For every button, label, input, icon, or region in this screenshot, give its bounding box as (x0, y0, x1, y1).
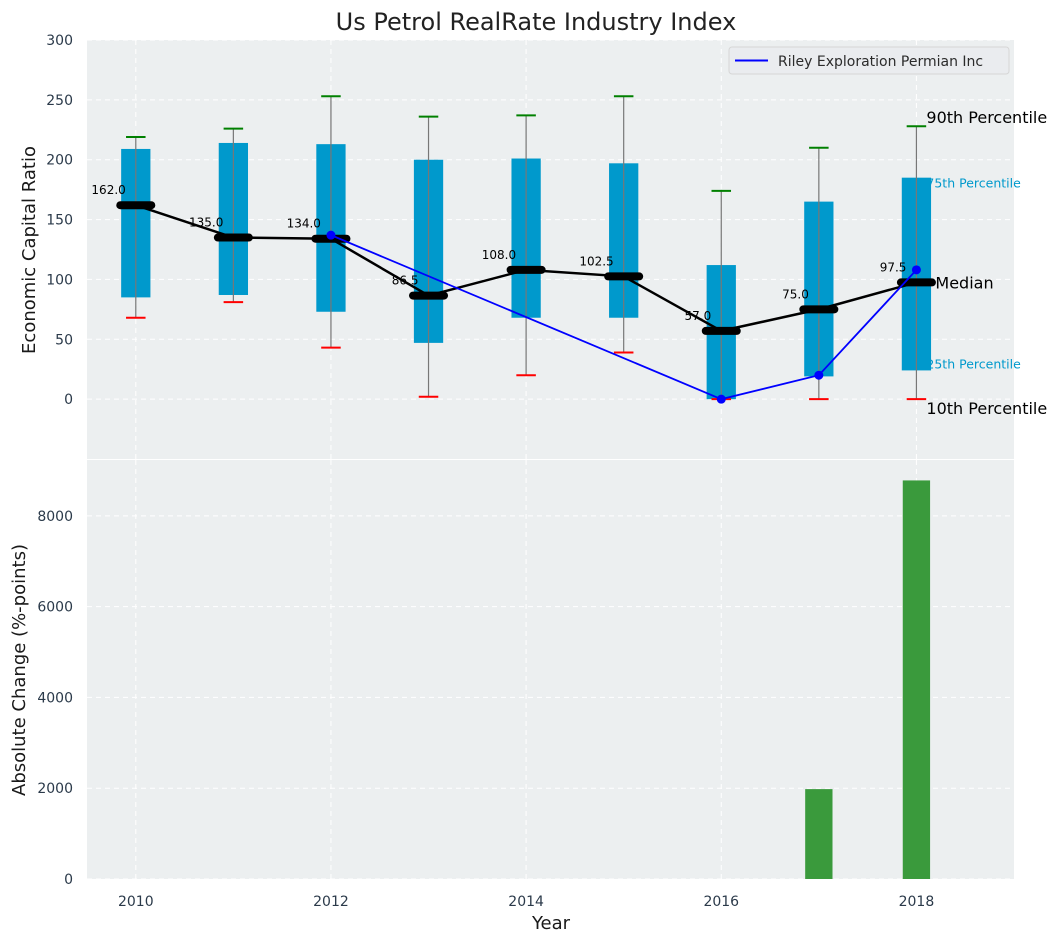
series-point (326, 230, 336, 240)
y-tick-label: 300 (46, 33, 73, 49)
annotation-label: Median (935, 273, 993, 292)
median-value-label: 162.0 (91, 183, 125, 197)
median-value-label: 108.0 (482, 248, 516, 262)
bar-2017 (805, 789, 833, 879)
legend: Riley Exploration Permian Inc (728, 46, 1010, 75)
top-y-axis-label: Economic Capital Ratio (19, 146, 40, 354)
x-tick-label: 2018 (899, 894, 935, 910)
y-tick-label: 150 (46, 213, 73, 229)
chart-title: Us Petrol RealRate Industry Index (336, 8, 737, 36)
series-line (330, 234, 918, 401)
plot-background (87, 460, 1014, 879)
series-point (814, 370, 824, 380)
x-tick-label: 2010 (118, 894, 154, 910)
y-tick-label: 250 (46, 93, 73, 109)
annotation-label: 25th Percentile (926, 356, 1021, 371)
bottom-axes: 0 2000 4000 6000 8000 2010 2012 2014 2016 2018 (37, 460, 1014, 910)
series-point (911, 265, 921, 275)
x-tick-label: 2012 (313, 894, 349, 910)
bottom-y-axis-label: Absolute Change (%-points) (9, 544, 30, 796)
median-value-label: 75.0 (782, 287, 809, 301)
median-value-label: 102.5 (579, 254, 613, 268)
legend-entry: Riley Exploration Permian Inc (778, 54, 983, 70)
series-point (716, 394, 726, 404)
top-axes: 0 50 100 150 200 250 300 162.0 135.0 134.0 86.5 108… (46, 33, 1047, 459)
y-tick-label: 6000 (37, 600, 73, 616)
y-tick-label: 0 (64, 392, 73, 408)
y-tick-label: 4000 (37, 690, 73, 706)
bar-2018 (902, 480, 931, 879)
median-value-label: 86.5 (392, 274, 419, 288)
annotation-label: 75th Percentile (926, 176, 1021, 191)
median-value-label: 135.0 (189, 216, 223, 230)
annotation-label: 90th Percentile (926, 108, 1047, 127)
y-tick-label: 0 (64, 872, 73, 888)
y-tick-label: 8000 (37, 509, 73, 525)
annotation-label: 10th Percentile (926, 399, 1047, 418)
y-tick-label: 2000 (37, 781, 73, 797)
x-tick-label: 2016 (703, 894, 739, 910)
median-value-label: 134.0 (287, 217, 321, 231)
y-tick-label: 200 (46, 153, 73, 169)
y-tick-label: 100 (46, 272, 73, 288)
x-axis-label: Year (531, 913, 571, 934)
median-value-label: 97.5 (880, 260, 907, 274)
legend-frame (728, 46, 1010, 75)
median-value-label: 57.0 (685, 309, 712, 323)
x-tick-label: 2014 (508, 894, 544, 910)
y-tick-label: 50 (55, 332, 73, 348)
